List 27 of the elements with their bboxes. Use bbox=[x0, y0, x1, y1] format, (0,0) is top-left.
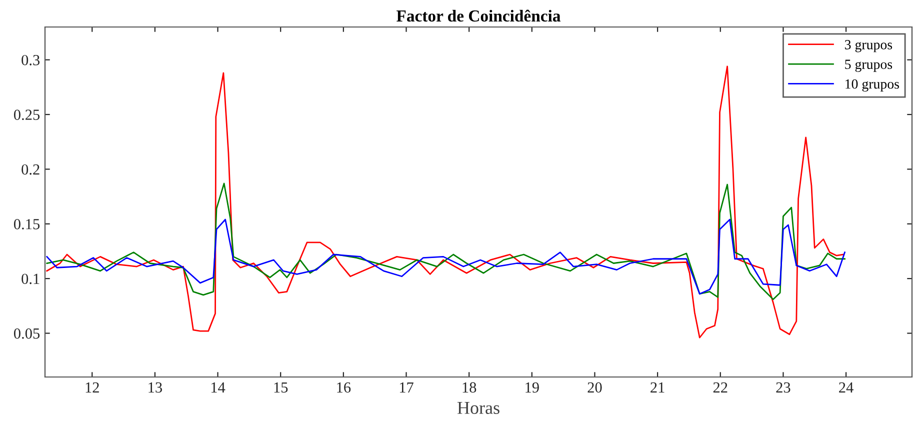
x-tick-label: 17 bbox=[400, 382, 414, 392]
y-tick-label: 0.3 bbox=[22, 54, 40, 66]
line-series bbox=[46, 182, 846, 300]
legend-label: 5 grupos bbox=[845, 60, 892, 72]
x-tick-label: 15 bbox=[274, 382, 288, 393]
x-tick-label: 20 bbox=[588, 382, 602, 393]
x-tick-label: 24 bbox=[839, 382, 854, 392]
x-tick-label: 22 bbox=[713, 382, 728, 392]
y-tick-label: 0.05 bbox=[14, 328, 40, 339]
x-tick-label: 21 bbox=[650, 382, 664, 392]
x-tick-label: 23 bbox=[776, 382, 790, 393]
y-tick-label: 0.25 bbox=[14, 110, 40, 120]
x-tick-label: 19 bbox=[526, 382, 539, 393]
y-tick-label: 0.2 bbox=[22, 164, 40, 175]
x-tick-label: 18 bbox=[462, 382, 476, 393]
x-tick-label: 14 bbox=[211, 382, 226, 392]
y-tick-label: 0.15 bbox=[14, 219, 40, 230]
chart-title: Factor de Coincidência bbox=[396, 10, 560, 22]
x-tick-label: 16 bbox=[337, 382, 351, 393]
y-tick-label: 0.1 bbox=[22, 274, 40, 284]
line-series bbox=[46, 218, 846, 295]
x-axis-title: Horas bbox=[457, 402, 500, 414]
line-series bbox=[46, 66, 844, 338]
x-tick-label: 13 bbox=[148, 382, 162, 393]
legend-label: 10 grupos bbox=[846, 79, 899, 92]
x-tick-label: 12 bbox=[86, 382, 99, 392]
legend-label: 3 grupos bbox=[844, 40, 892, 52]
